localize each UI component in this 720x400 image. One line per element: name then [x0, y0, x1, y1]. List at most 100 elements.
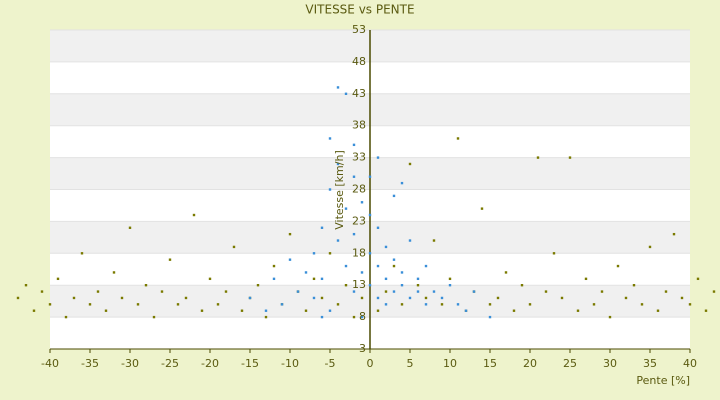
- point: [336, 303, 340, 306]
- y-tick-label: 3: [359, 342, 366, 355]
- point: [136, 303, 140, 306]
- point: [256, 284, 260, 287]
- point: [448, 277, 452, 281]
- point: [416, 284, 420, 287]
- point: [368, 252, 372, 255]
- point: [408, 162, 412, 166]
- point: [600, 290, 604, 293]
- point: [696, 277, 700, 281]
- point: [368, 175, 372, 178]
- point: [104, 309, 108, 312]
- point: [648, 245, 652, 249]
- point: [288, 258, 292, 261]
- x-tick-label: 40: [683, 357, 697, 370]
- point: [72, 296, 76, 300]
- point: [312, 252, 316, 255]
- point: [336, 239, 340, 242]
- point: [424, 264, 428, 268]
- point: [672, 232, 676, 236]
- point: [272, 277, 276, 281]
- point: [392, 290, 396, 293]
- point: [424, 296, 428, 300]
- point: [392, 258, 396, 261]
- point: [240, 309, 244, 312]
- point: [384, 277, 388, 281]
- point: [360, 271, 364, 274]
- point: [208, 277, 212, 281]
- point: [536, 156, 540, 159]
- point: [272, 264, 276, 268]
- y-tick-label: 8: [359, 310, 366, 323]
- point: [320, 315, 324, 319]
- x-axis-label: Pente [%]: [636, 374, 690, 387]
- point: [304, 309, 308, 312]
- point: [216, 303, 220, 306]
- point: [376, 264, 380, 268]
- point: [360, 315, 364, 319]
- point: [200, 309, 204, 312]
- x-tick-label: 30: [603, 357, 617, 370]
- point: [120, 296, 124, 300]
- point: [384, 290, 388, 293]
- point: [592, 303, 596, 306]
- point: [584, 277, 588, 281]
- point: [352, 143, 356, 147]
- point: [624, 296, 628, 300]
- point: [400, 284, 404, 287]
- point: [656, 309, 660, 312]
- point: [352, 290, 356, 293]
- point: [424, 303, 428, 306]
- point: [640, 303, 644, 306]
- point: [608, 315, 612, 319]
- point: [360, 296, 364, 300]
- point: [184, 296, 188, 300]
- point: [416, 290, 420, 293]
- y-tick-label: 13: [352, 278, 366, 291]
- point: [576, 309, 580, 312]
- point: [232, 245, 236, 249]
- point: [336, 86, 340, 89]
- x-tick-label: 15: [483, 357, 497, 370]
- point: [400, 271, 404, 274]
- x-tick-label: -10: [281, 357, 299, 370]
- point: [384, 245, 388, 249]
- point: [64, 315, 68, 319]
- point: [544, 290, 548, 293]
- point: [376, 156, 380, 159]
- x-tick-label: 10: [443, 357, 457, 370]
- point: [408, 239, 412, 242]
- point: [176, 303, 180, 306]
- point: [440, 296, 444, 300]
- point: [264, 309, 268, 312]
- point: [496, 296, 500, 300]
- point: [408, 296, 412, 300]
- point: [152, 315, 156, 319]
- point: [440, 303, 444, 306]
- point: [328, 309, 332, 312]
- y-tick-label: 18: [352, 246, 366, 259]
- x-tick-label: -30: [121, 357, 139, 370]
- point: [160, 290, 164, 293]
- y-tick-label: 38: [352, 119, 366, 132]
- point: [664, 290, 668, 293]
- x-tick-label: -20: [201, 357, 219, 370]
- point: [304, 271, 308, 274]
- point: [632, 284, 636, 287]
- point: [96, 290, 100, 293]
- point: [352, 175, 356, 178]
- point: [552, 252, 556, 255]
- point: [400, 181, 404, 185]
- point: [704, 309, 708, 312]
- point: [456, 137, 460, 140]
- point: [344, 284, 348, 287]
- point: [320, 277, 324, 281]
- point: [336, 162, 340, 166]
- x-tick-label: 35: [643, 357, 657, 370]
- point: [88, 303, 92, 306]
- point: [328, 137, 332, 140]
- point: [456, 303, 460, 306]
- point: [432, 239, 436, 242]
- point: [352, 315, 356, 319]
- point: [128, 226, 132, 229]
